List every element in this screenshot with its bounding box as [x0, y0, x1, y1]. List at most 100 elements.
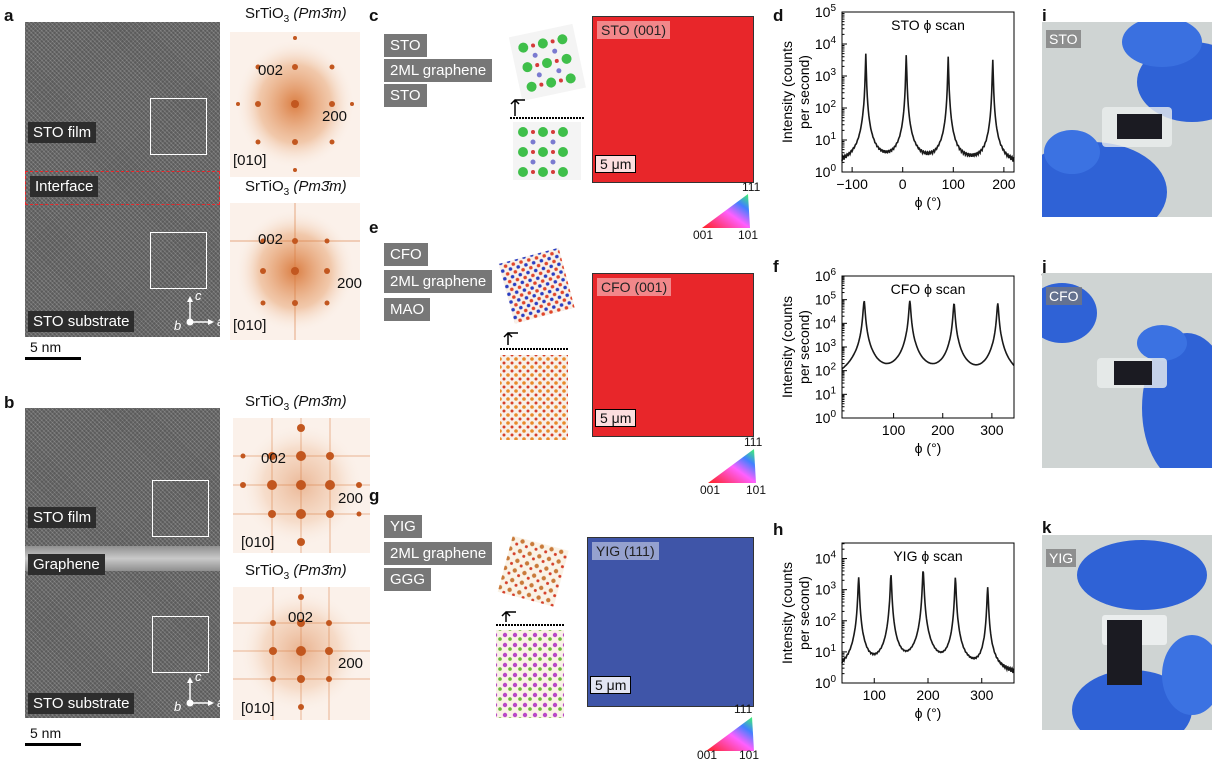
panel-label-d: d	[773, 6, 784, 25]
y-axis-label: Intensity (counts	[779, 296, 795, 398]
panel-label-j: j	[1042, 257, 1047, 276]
chart-title: YIG ϕ scan	[893, 548, 962, 564]
scale-bar-label: 5 nm	[30, 339, 62, 355]
y-axis-label: per second)	[796, 576, 812, 650]
y-axis-label: per second)	[796, 310, 812, 384]
tem-label-film: STO film	[28, 507, 97, 528]
gloved-hand-drawing	[1042, 283, 1212, 468]
axis-b-label: b	[174, 699, 182, 714]
stack-layer-top: CFO	[384, 243, 428, 266]
y-tick-label: 103	[815, 338, 837, 355]
fft-zone-axis: [010]	[233, 152, 267, 169]
axis-c-label: c	[195, 669, 202, 684]
crystal-axes-icon	[186, 296, 214, 326]
plot-frame	[841, 275, 1015, 419]
tem-label-graphene: Graphene	[28, 554, 105, 575]
y-axis-label: Intensity (counts	[779, 562, 795, 664]
fft-zone-axis: [010]	[241, 534, 275, 551]
y-axis-label: Intensity (counts	[779, 41, 795, 143]
fft-zone-axis: [010]	[233, 317, 267, 334]
roi-box	[150, 98, 207, 155]
panel-label-e: e	[369, 218, 379, 237]
panel-label-i: i	[1042, 6, 1047, 25]
stack-layer-middle: 2ML graphene	[384, 542, 493, 565]
x-tick-label: 200	[916, 687, 940, 703]
axis-b-label: b	[174, 318, 182, 333]
photo-label: YIG	[1046, 549, 1077, 567]
fft-spots	[230, 203, 360, 340]
panel-label-k: k	[1042, 518, 1052, 537]
y-tick-label: 100	[815, 674, 837, 691]
ebsd-title: YIG (111)	[592, 542, 659, 560]
fft-pattern: 002 200 [010]	[230, 203, 362, 340]
panel-label-h: h	[773, 520, 784, 539]
y-tick-label: 100	[815, 163, 837, 180]
phi-scan-series-line	[841, 300, 1015, 370]
fft-pattern: 002 200 [010]	[233, 418, 370, 553]
y-tick-label: 103	[815, 67, 837, 84]
y-tick-label: 104	[815, 314, 837, 331]
y-tick-label: 103	[815, 581, 837, 598]
roi-box	[150, 232, 207, 289]
roi-box	[152, 480, 209, 537]
stack-layer-middle: 2ML graphene	[384, 270, 493, 293]
ebsd-map-sto: STO (001) 5 μm	[592, 16, 754, 183]
x-tick-label: 300	[980, 422, 1004, 438]
crystal-structure-yig	[496, 535, 569, 718]
fft-index-002: 002	[258, 231, 284, 248]
y-axis-label: per second)	[796, 55, 812, 129]
chart-title: STO ϕ scan	[891, 17, 965, 33]
gloved-hand-drawing	[1042, 22, 1212, 217]
plot-frame	[841, 11, 1015, 173]
y-tick-label: 101	[815, 131, 837, 148]
phi-scan-chart-cfo: 100 101 102 103 104 105 106 100 200 300 CFO ϕ scan…	[779, 267, 1015, 456]
stack-layer-bottom: STO	[384, 84, 427, 107]
crystal-axes-icon	[186, 677, 214, 707]
y-tick-label: 105	[815, 3, 837, 20]
fft-pattern: 002 200 [010]	[233, 587, 370, 720]
axis-a-label: a	[217, 314, 225, 329]
ipf-label-111: 111	[734, 702, 753, 716]
x-tick-label: −100	[836, 176, 868, 192]
x-tick-label: 100	[882, 422, 906, 438]
gloved-hand-drawing	[1072, 540, 1212, 730]
ebsd-scale-bar: 5 μm	[595, 155, 637, 173]
y-tick-label: 102	[815, 99, 837, 116]
ipf-color-triangle	[708, 449, 756, 483]
axis-c-label: c	[195, 288, 202, 303]
photo-cfo-film: CFO	[1042, 273, 1212, 468]
scale-bar	[25, 357, 81, 360]
fft-title: SrTiO3 (Pm3̄m)	[245, 393, 347, 413]
x-tick-label: 0	[899, 176, 907, 192]
x-tick-label: 100	[942, 176, 966, 192]
ipf-label-001: 001	[693, 228, 714, 242]
photo-label: STO	[1046, 30, 1081, 48]
ebsd-map-cfo: CFO (001) 5 μm	[592, 273, 754, 437]
ipf-label-111: 111	[742, 180, 761, 194]
ebsd-title: CFO (001)	[597, 278, 672, 296]
x-axis-label: ϕ (°)	[915, 705, 942, 721]
y-tick-label: 102	[815, 612, 837, 629]
fft-title: SrTiO3 (Pm3̄m)	[245, 178, 347, 198]
x-axis-label: ϕ (°)	[915, 194, 942, 210]
stack-layer-top: STO	[384, 34, 427, 57]
scale-bar-label: 5 nm	[30, 725, 62, 741]
y-tick-label: 100	[815, 409, 837, 426]
chart-title: CFO ϕ scan	[891, 281, 966, 297]
tem-image-a: STO film Interface STO substrate c b a	[25, 22, 224, 337]
panel-label-a: a	[4, 6, 14, 25]
photo-sto-film: STO	[1042, 22, 1212, 217]
tem-label-interface: Interface	[30, 176, 99, 197]
tem-label-film: STO film	[28, 122, 97, 143]
y-tick-label: 106	[815, 267, 837, 284]
fft-spots	[235, 36, 355, 172]
panel-label-f: f	[773, 257, 779, 276]
ebsd-title: STO (001)	[597, 21, 671, 39]
ipf-label-101: 101	[739, 748, 760, 762]
fft-spots	[233, 587, 370, 720]
fft-pattern: 002 200 [010]	[230, 32, 360, 177]
phi-scan-series-line	[841, 571, 1015, 674]
photo-yig-film: YIG	[1042, 535, 1212, 730]
tem-label-substrate: STO substrate	[28, 311, 135, 332]
fft-index-002: 002	[288, 609, 314, 626]
